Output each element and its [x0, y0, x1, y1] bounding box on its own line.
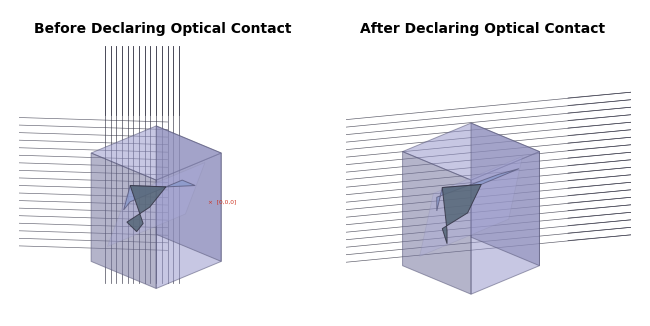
Polygon shape — [471, 152, 540, 294]
Text: ×  [0,0,0]: × [0,0,0] — [207, 199, 236, 204]
Polygon shape — [442, 185, 481, 244]
Polygon shape — [402, 123, 540, 180]
Polygon shape — [420, 156, 523, 256]
Polygon shape — [107, 162, 205, 246]
Polygon shape — [437, 169, 519, 211]
Polygon shape — [471, 123, 540, 266]
Text: After Declaring Optical Contact: After Declaring Optical Contact — [359, 22, 605, 36]
Text: Before Declaring Optical Contact: Before Declaring Optical Contact — [34, 22, 291, 36]
Polygon shape — [156, 153, 221, 289]
Polygon shape — [156, 126, 221, 261]
Polygon shape — [124, 180, 195, 210]
Polygon shape — [91, 153, 156, 289]
Polygon shape — [127, 185, 166, 231]
Polygon shape — [91, 126, 221, 180]
Polygon shape — [402, 152, 471, 294]
